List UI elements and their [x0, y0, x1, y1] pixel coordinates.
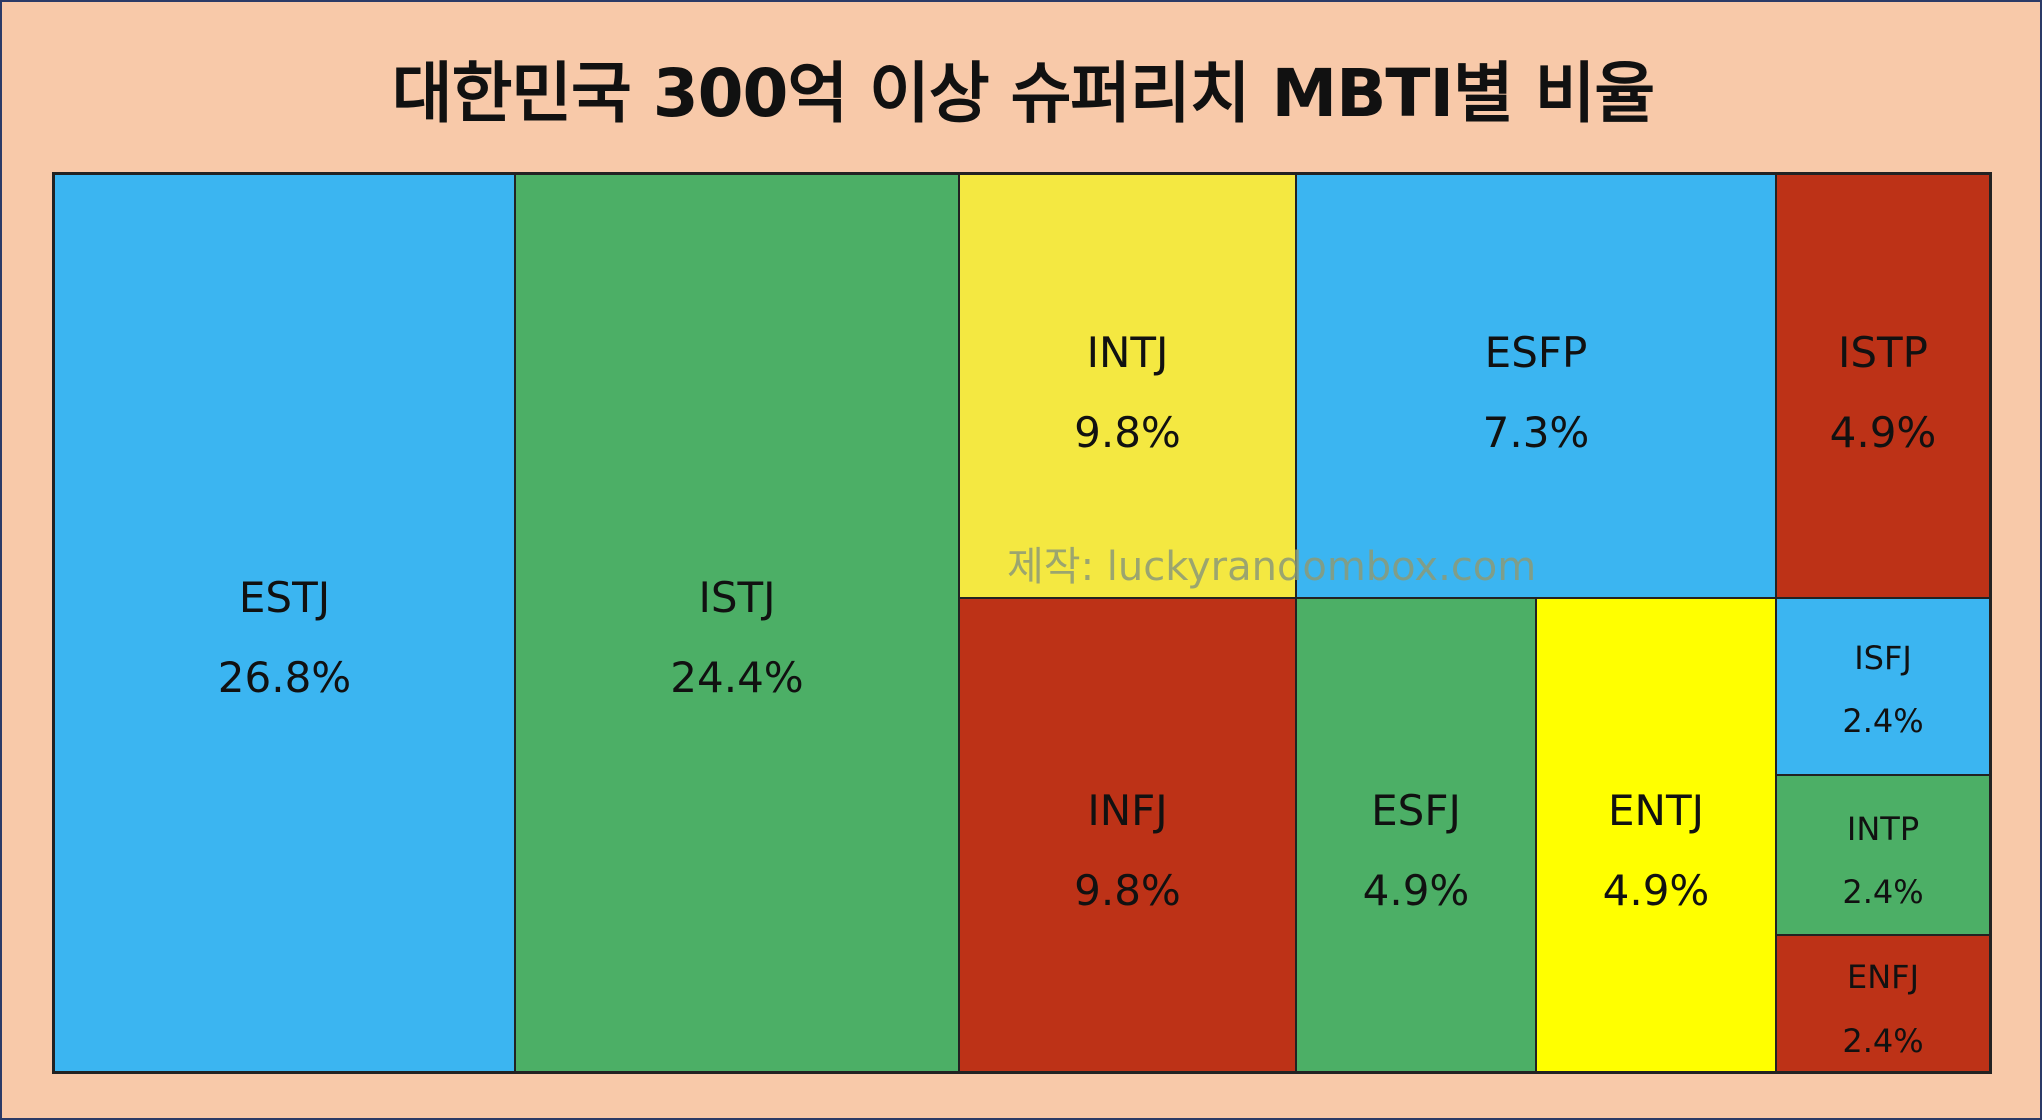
treemap-cell-entj: ENTJ 4.9%: [1536, 598, 1776, 1072]
treemap-cell-estj: ESTJ 26.8%: [54, 174, 515, 1072]
chart-title: 대한민국 300억 이상 슈퍼리치 MBTI별 비율: [391, 55, 1655, 132]
cell-name-label: ENTJ: [1608, 786, 1704, 835]
cell-name-label: INTP: [1846, 810, 1920, 848]
cell-name-label: INFJ: [1087, 786, 1168, 835]
cell-value-label: 24.4%: [670, 653, 804, 702]
cell-value-label: 9.8%: [1074, 866, 1181, 915]
treemap-cell-infj: INFJ 9.8%: [959, 598, 1296, 1072]
cell-value-label: 2.4%: [1842, 1022, 1924, 1060]
treemap-plot-area: ESTJ 26.8% ISTJ 24.4% INTJ 9.8% ESFP 7.3% ISTP 4.…: [52, 172, 1992, 1074]
cell-name-label: ESTJ: [238, 573, 331, 622]
cell-value-label: 26.8%: [217, 653, 352, 702]
treemap-cell-istj: ISTJ 24.4%: [515, 174, 959, 1072]
cell-name-label: ISTP: [1837, 328, 1929, 377]
cell-value-label: 9.8%: [1074, 408, 1181, 457]
cell-name-label: ESFJ: [1371, 786, 1461, 835]
cell-name-label: ISFJ: [1854, 639, 1912, 677]
treemap-cell-intp: INTP 2.4%: [1776, 775, 1990, 935]
cell-value-label: 4.9%: [1829, 408, 1937, 457]
cell-name-label: ENFJ: [1847, 958, 1919, 996]
treemap-cell-esfj: ESFJ 4.9%: [1296, 598, 1536, 1072]
cell-name-label: INTJ: [1086, 328, 1169, 377]
cell-name-label: ESFP: [1484, 328, 1588, 377]
treemap-cell-esfp: ESFP 7.3%: [1296, 174, 1776, 598]
treemap-cell-intj: INTJ 9.8%: [959, 174, 1296, 598]
cell-value-label: 2.4%: [1842, 873, 1924, 911]
cell-name-label: ISTJ: [698, 573, 776, 622]
cell-value-label: 2.4%: [1842, 702, 1924, 740]
cell-value-label: 4.9%: [1602, 866, 1710, 915]
treemap-cell-isfj: ISFJ 2.4%: [1776, 598, 1990, 775]
treemap-cell-enfj: ENFJ 2.4%: [1776, 935, 1990, 1072]
cell-value-label: 7.3%: [1482, 408, 1590, 457]
treemap-cell-istp: ISTP 4.9%: [1776, 174, 1990, 598]
cell-value-label: 4.9%: [1362, 866, 1470, 915]
